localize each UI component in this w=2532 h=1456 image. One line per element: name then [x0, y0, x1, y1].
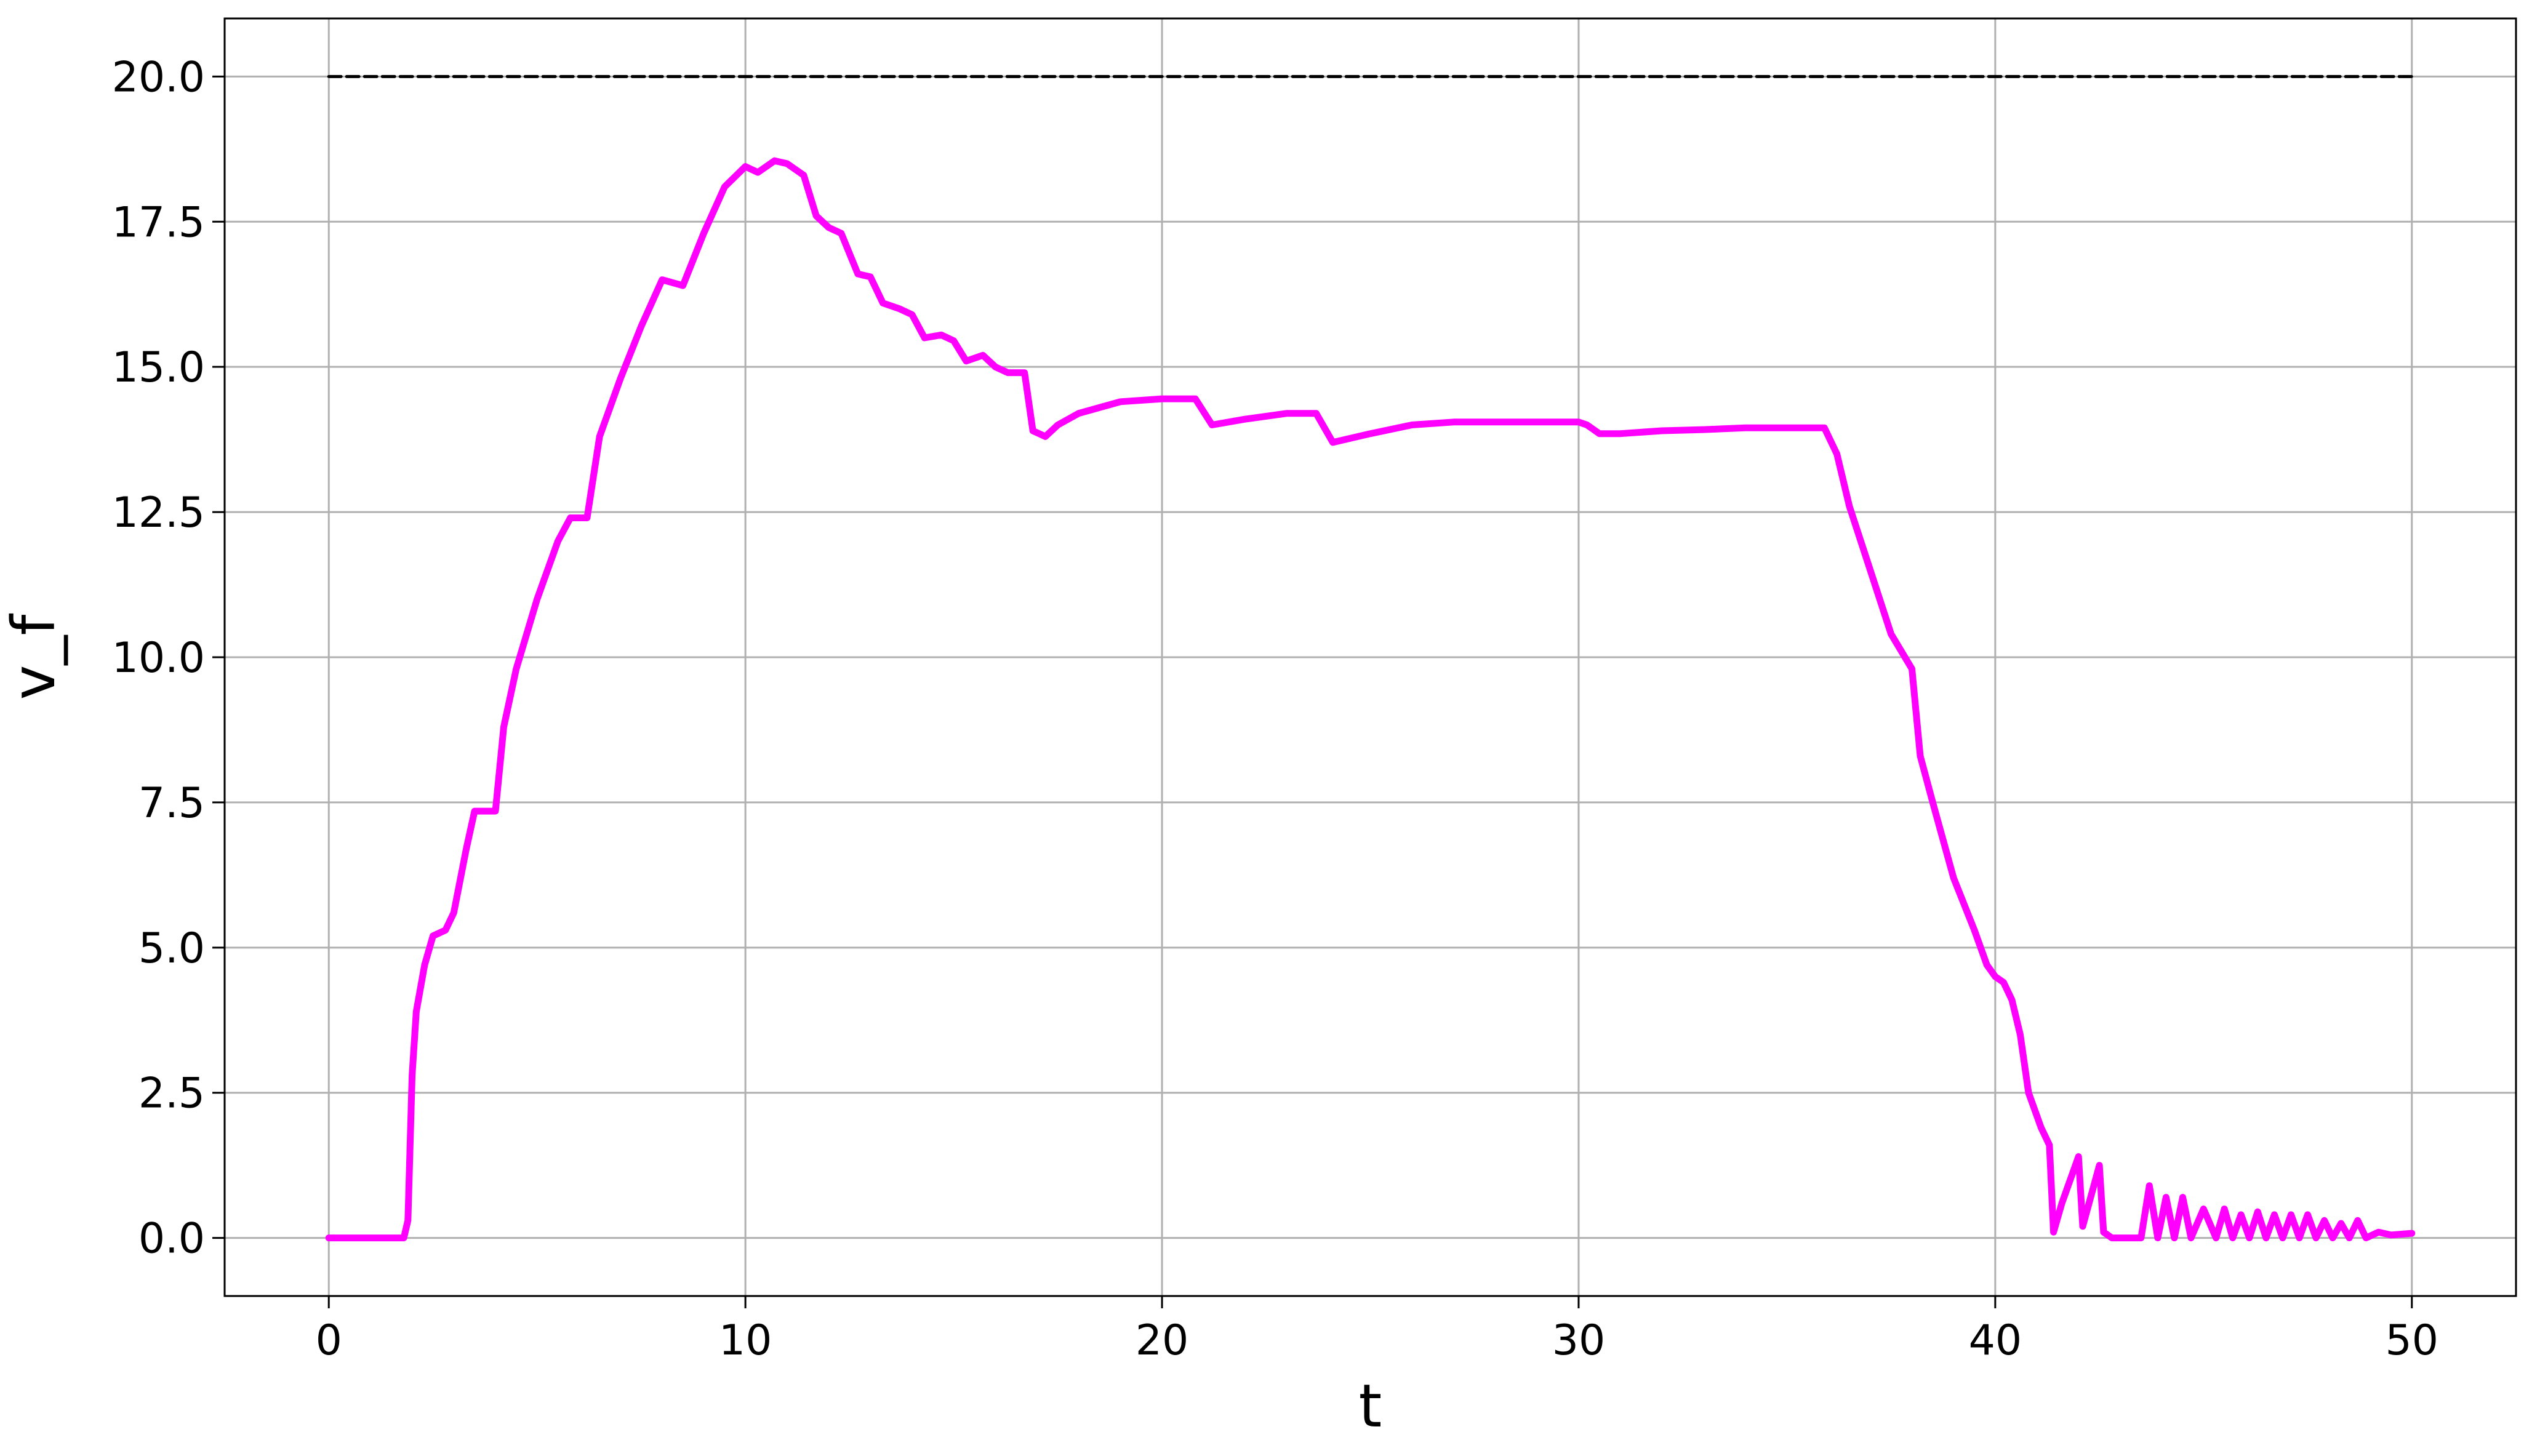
- v-f-series-line: [325, 157, 2416, 1242]
- x-axis: 0 10 20 30 40 50: [316, 1296, 2438, 1365]
- y-axis-title: v_f: [0, 613, 68, 700]
- x-tick-label: 20: [1136, 1316, 1189, 1365]
- x-tick-label: 40: [1969, 1316, 2022, 1365]
- x-tick-label: 30: [1552, 1316, 1606, 1365]
- y-tick-label: 0.0: [138, 1215, 205, 1263]
- y-tick-label: 20.0: [112, 53, 205, 102]
- y-tick-label: 5.0: [138, 924, 205, 973]
- series-layer: [325, 74, 2416, 1242]
- y-tick-label: 17.5: [112, 198, 205, 247]
- y-tick-label: 2.5: [138, 1070, 205, 1118]
- x-tick-label: 50: [2386, 1316, 2439, 1365]
- y-tick-label: 10.0: [112, 634, 205, 682]
- x-axis-title: t: [1359, 1372, 1382, 1441]
- y-axis: 0.0 2.5 5.0 7.5 10.0 12.5 15.0 17.5 20.0: [112, 53, 225, 1263]
- grid: [225, 18, 2516, 1296]
- y-tick-label: 12.5: [112, 489, 205, 537]
- x-tick-label: 0: [316, 1316, 342, 1365]
- x-tick-label: 10: [719, 1316, 772, 1365]
- y-tick-label: 7.5: [138, 779, 205, 828]
- y-tick-label: 15.0: [112, 343, 205, 392]
